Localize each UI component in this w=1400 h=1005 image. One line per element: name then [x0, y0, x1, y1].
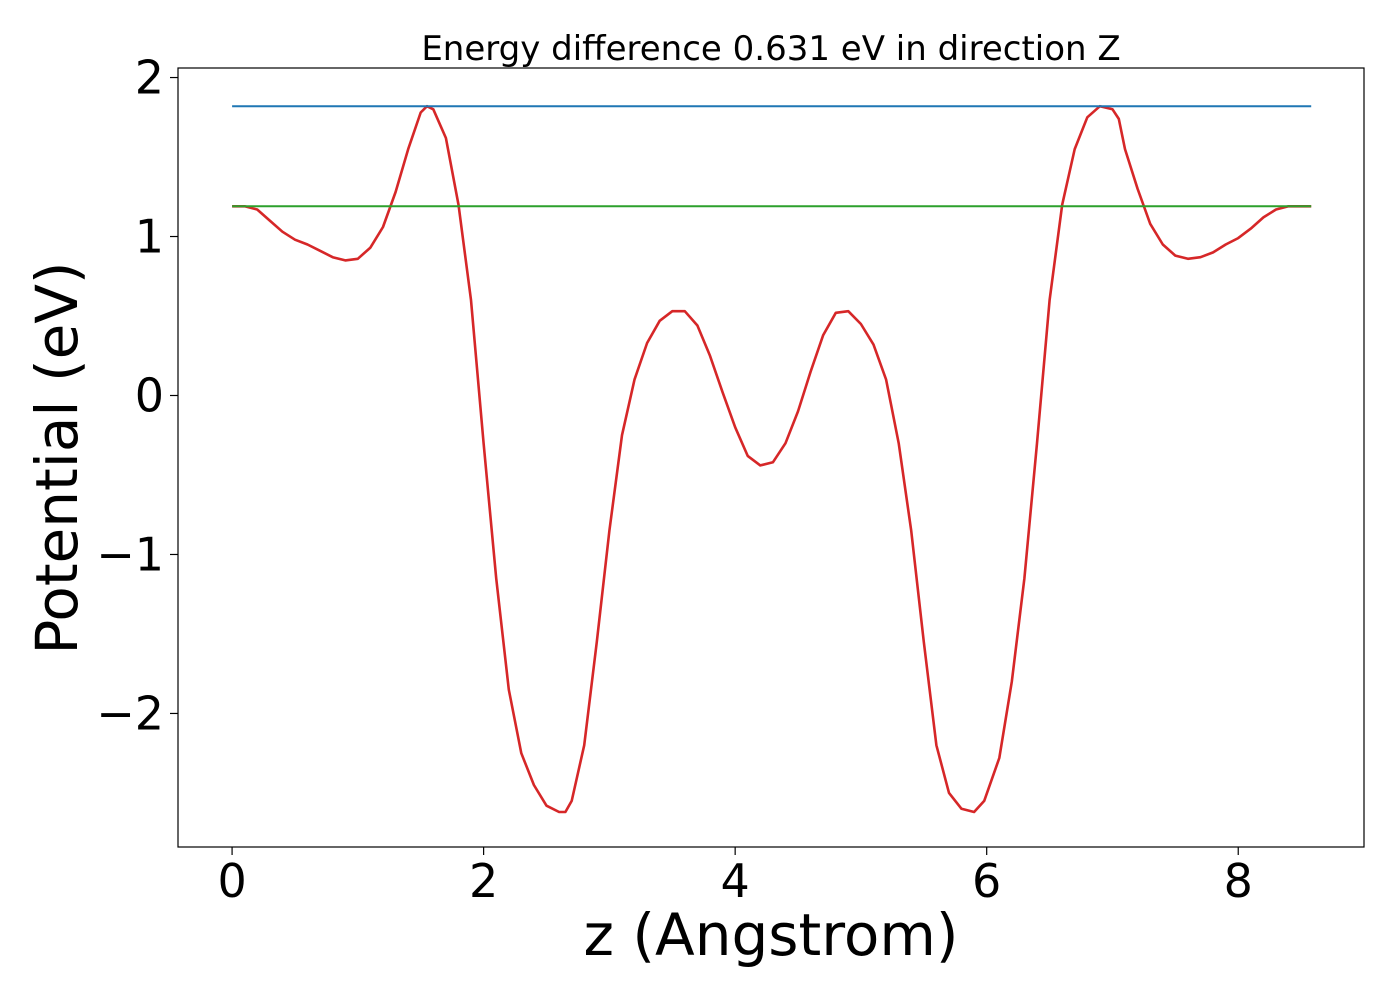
x-tick-label: 0 [217, 854, 246, 908]
y-tick-label: 1 [135, 210, 164, 264]
chart-title: Energy difference 0.631 eV in direction … [421, 29, 1120, 69]
series-layer [232, 104, 1312, 814]
y-ticks: −2 −1 0 1 2 [96, 51, 178, 740]
x-tick-label: 2 [469, 854, 498, 908]
y-tick-label: 2 [135, 51, 164, 105]
x-axis-label: z (Angstrom) [584, 901, 959, 969]
y-tick-label: −2 [96, 686, 164, 740]
x-ticks: 0 2 4 6 8 [217, 847, 1253, 908]
series-line-0 [232, 104, 1312, 814]
x-tick-label: 4 [721, 854, 750, 908]
x-tick-label: 8 [1224, 854, 1253, 908]
x-tick-label: 6 [972, 854, 1001, 908]
plot-frame [177, 67, 1365, 848]
y-tick-label: −1 [96, 527, 164, 581]
y-axis-label: Potential (eV) [23, 261, 91, 654]
y-tick-label: 0 [135, 368, 164, 422]
